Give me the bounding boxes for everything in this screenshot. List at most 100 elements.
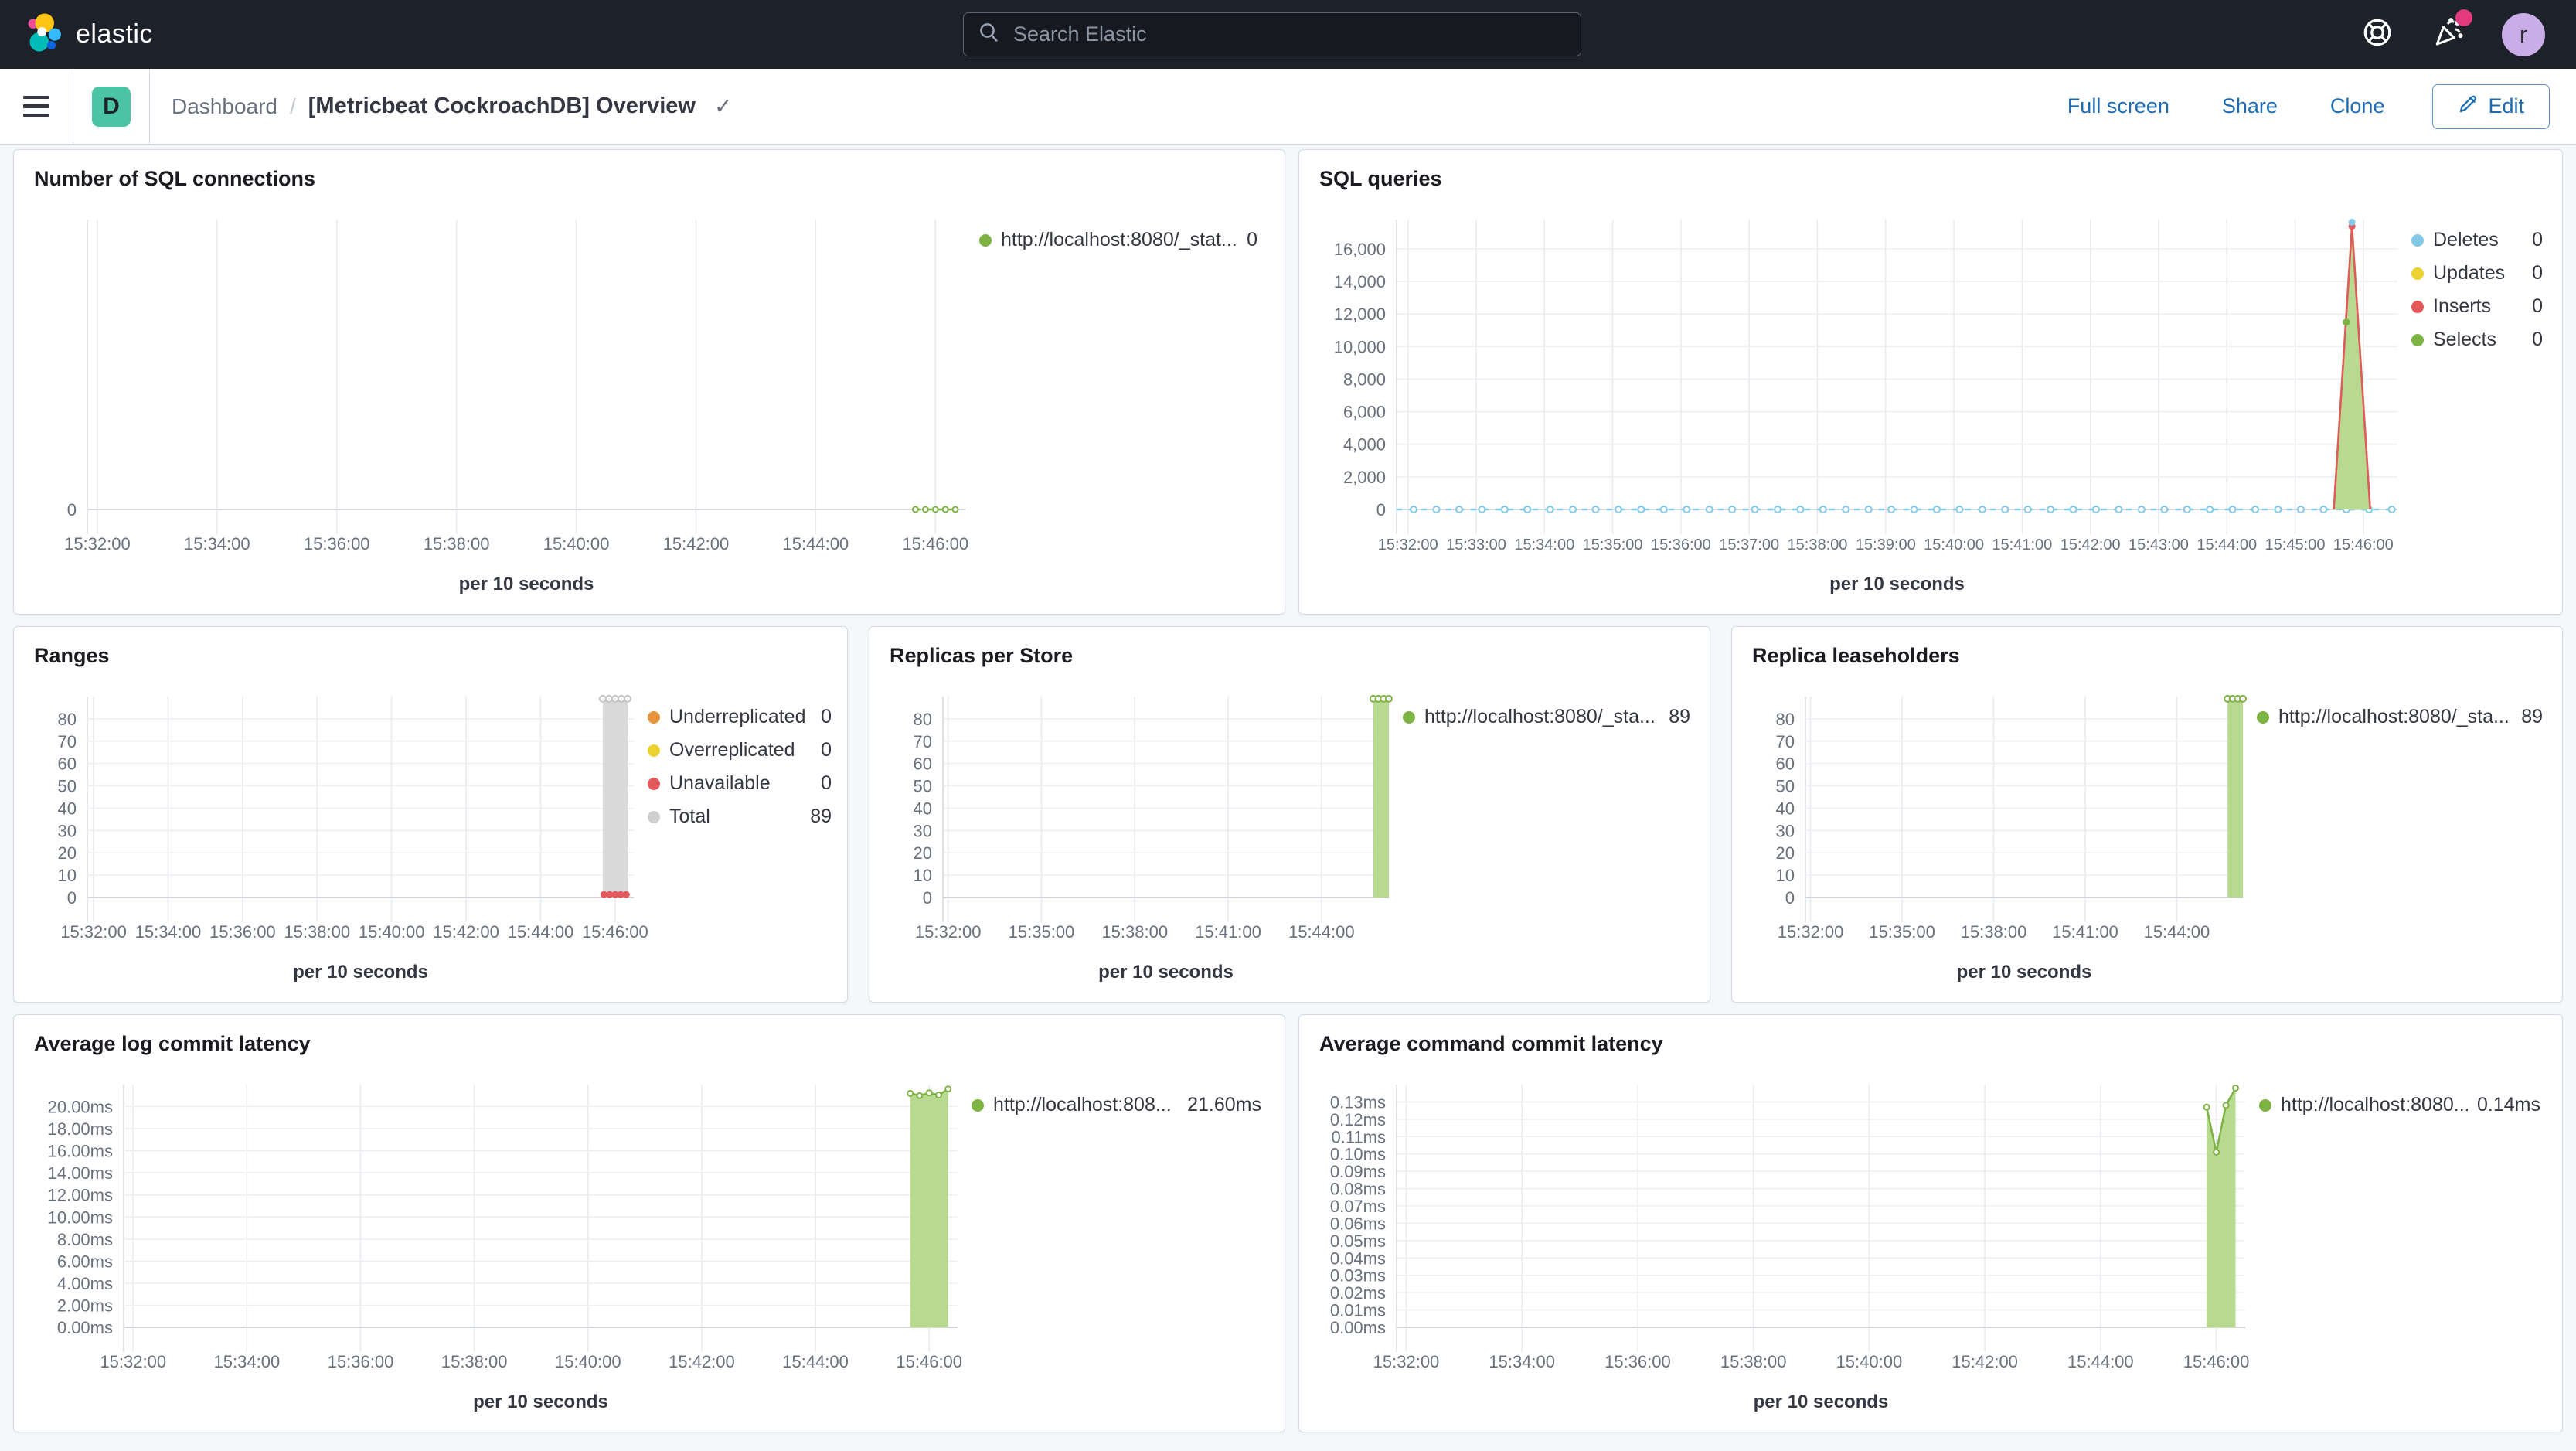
svg-text:40: 40 xyxy=(914,799,932,818)
legend-item[interactable]: Underreplicated 0 xyxy=(648,706,832,728)
svg-text:15:41:00: 15:41:00 xyxy=(1992,536,2052,553)
chart-plot[interactable]: 0.00ms 0.01ms 0.02ms 0.03ms 0.04ms 0.05ms 0.06… xyxy=(1299,1069,2259,1432)
dashboard-grid: Number of SQL connections 0 15:32:00 15:34… xyxy=(0,145,2576,1451)
svg-text:0.02ms: 0.02ms xyxy=(1330,1283,1386,1303)
svg-text:20: 20 xyxy=(58,843,77,863)
svg-text:30: 30 xyxy=(914,821,932,840)
breadcrumb-dashboard-link[interactable]: Dashboard xyxy=(172,94,277,118)
chart-plot[interactable]: 0.00ms 2.00ms 4.00ms 6.00ms 8.00ms 10.00ms 12.… xyxy=(14,1069,972,1432)
edit-button[interactable]: Edit xyxy=(2432,83,2550,129)
svg-text:0.09ms: 0.09ms xyxy=(1330,1162,1386,1181)
svg-text:15:46:00: 15:46:00 xyxy=(902,534,968,553)
svg-text:0: 0 xyxy=(923,888,932,908)
chart-plot[interactable]: 0 15:32:00 15:34:00 15:36:00 15:38:00 15:40:0… xyxy=(14,204,979,614)
svg-text:15:34:00: 15:34:00 xyxy=(1514,536,1574,553)
svg-text:15:40:00: 15:40:00 xyxy=(359,922,425,942)
legend-label: Updates xyxy=(2433,262,2506,284)
legend-item[interactable]: Updates 0 xyxy=(2411,262,2543,284)
legend-value: 0.14ms xyxy=(2477,1094,2540,1115)
svg-text:0.08ms: 0.08ms xyxy=(1330,1180,1386,1199)
legend-label: Selects xyxy=(2433,329,2496,350)
svg-text:15:32:00: 15:32:00 xyxy=(60,922,127,942)
legend-dot xyxy=(648,810,660,823)
legend-item[interactable]: Overreplicated 0 xyxy=(648,739,832,761)
svg-text:15:46:00: 15:46:00 xyxy=(2183,1352,2250,1371)
svg-text:0.03ms: 0.03ms xyxy=(1330,1266,1386,1286)
svg-text:50: 50 xyxy=(1776,777,1795,796)
legend-value: 0 xyxy=(821,706,832,727)
news-icon[interactable] xyxy=(2431,9,2472,53)
panel-title: Average command commit latency xyxy=(1319,1032,1663,1055)
legend-dot xyxy=(2257,710,2269,724)
search-input[interactable] xyxy=(1012,22,1567,47)
legend-item[interactable]: http://localhost:8080/_sta... 89 xyxy=(2257,706,2543,728)
legend-label: http://localhost:8080/_sta... xyxy=(1424,706,1656,727)
legend-value: 0 xyxy=(2532,329,2543,350)
legend-item[interactable]: Selects 0 xyxy=(2411,329,2543,351)
legend-item[interactable]: http://localhost:8080... 0.14ms xyxy=(2259,1094,2540,1116)
global-header: elastic r xyxy=(0,0,2576,69)
svg-text:10: 10 xyxy=(58,866,77,885)
legend-dot xyxy=(979,233,992,247)
menu-icon[interactable] xyxy=(0,95,73,118)
clone-button[interactable]: Clone xyxy=(2326,94,2390,119)
chart-plot[interactable]: 0 10 20 30 40 50 60 70 80 15:32:00 15:34:00 15:36:0… xyxy=(14,681,648,1002)
svg-text:70: 70 xyxy=(914,732,932,751)
svg-text:15:42:00: 15:42:00 xyxy=(2060,536,2121,553)
svg-text:15:42:00: 15:42:00 xyxy=(663,534,730,553)
full-screen-button[interactable]: Full screen xyxy=(2063,94,2174,119)
svg-text:15:35:00: 15:35:00 xyxy=(1869,922,1935,942)
svg-text:15:34:00: 15:34:00 xyxy=(135,922,202,942)
legend-value: 0 xyxy=(821,772,832,794)
svg-text:4,000: 4,000 xyxy=(1343,435,1386,455)
svg-text:80: 80 xyxy=(58,710,77,729)
panel-title: Number of SQL connections xyxy=(34,167,316,190)
legend-value: 89 xyxy=(1669,706,1690,727)
legend-label: http://localhost:808... xyxy=(993,1094,1172,1115)
panel-average-log-commit-latency: Average log commit latency 0.00ms 2.00ms 4… xyxy=(13,1014,1285,1432)
svg-text:15:41:00: 15:41:00 xyxy=(1195,922,1261,942)
svg-text:15:45:00: 15:45:00 xyxy=(2265,536,2326,553)
svg-text:15:46:00: 15:46:00 xyxy=(896,1352,962,1371)
legend-dot xyxy=(648,744,660,757)
svg-text:15:40:00: 15:40:00 xyxy=(1836,1352,1903,1371)
chart-plot[interactable]: 0 10 20 30 40 50 60 70 80 15:32:00 15:35:00 15:38:0… xyxy=(869,681,1403,1002)
svg-text:15:36:00: 15:36:00 xyxy=(209,922,276,942)
legend-value: 89 xyxy=(810,806,832,827)
svg-text:20.00ms: 20.00ms xyxy=(48,1098,113,1117)
svg-text:15:42:00: 15:42:00 xyxy=(669,1352,735,1371)
divider xyxy=(149,69,150,144)
svg-text:0.12ms: 0.12ms xyxy=(1330,1110,1386,1129)
svg-text:8.00ms: 8.00ms xyxy=(57,1230,113,1249)
svg-text:15:38:00: 15:38:00 xyxy=(1720,1352,1787,1371)
user-avatar[interactable]: r xyxy=(2502,12,2545,56)
svg-text:15:36:00: 15:36:00 xyxy=(304,534,370,553)
legend-item[interactable]: http://localhost:8080/_stat... 0 xyxy=(979,229,1257,251)
share-button[interactable]: Share xyxy=(2217,94,2282,119)
svg-text:15:38:00: 15:38:00 xyxy=(424,534,490,553)
legend-item[interactable]: http://localhost:808... 21.60ms xyxy=(972,1094,1261,1116)
svg-text:15:38:00: 15:38:00 xyxy=(1101,922,1168,942)
svg-text:0: 0 xyxy=(1785,888,1795,908)
chart-plot[interactable]: 0 10 20 30 40 50 60 70 80 15:32:00 15:35:00 15:38:0… xyxy=(1732,681,2257,1002)
legend-item[interactable]: http://localhost:8080/_sta... 89 xyxy=(1403,706,1690,728)
elastic-brand[interactable]: elastic xyxy=(0,11,153,58)
legend-dot xyxy=(972,1098,984,1112)
chart-plot[interactable]: 0 2,000 4,000 6,000 8,000 10,000 12,000 14,000 1… xyxy=(1299,204,2411,614)
help-icon[interactable] xyxy=(2361,16,2394,53)
legend-item[interactable]: Inserts 0 xyxy=(2411,295,2543,318)
legend-label: http://localhost:8080/_stat... xyxy=(1001,229,1237,250)
legend-item[interactable]: Deletes 0 xyxy=(2411,229,2543,251)
svg-text:14,000: 14,000 xyxy=(1334,272,1386,291)
legend-value: 0 xyxy=(1247,229,1257,250)
panel-average-command-commit-latency: Average command commit latency 0.00ms 0.0… xyxy=(1298,1014,2563,1432)
svg-text:per 10 seconds: per 10 seconds xyxy=(1957,962,2092,983)
check-icon: ✓ xyxy=(713,94,733,118)
svg-text:15:32:00: 15:32:00 xyxy=(1373,1352,1440,1371)
svg-text:15:32:00: 15:32:00 xyxy=(64,534,131,553)
legend-item[interactable]: Unavailable 0 xyxy=(648,772,832,795)
svg-text:15:38:00: 15:38:00 xyxy=(1788,536,1848,553)
svg-text:0: 0 xyxy=(67,888,77,908)
legend-item[interactable]: Total 89 xyxy=(648,806,832,828)
global-search[interactable] xyxy=(963,12,1581,56)
